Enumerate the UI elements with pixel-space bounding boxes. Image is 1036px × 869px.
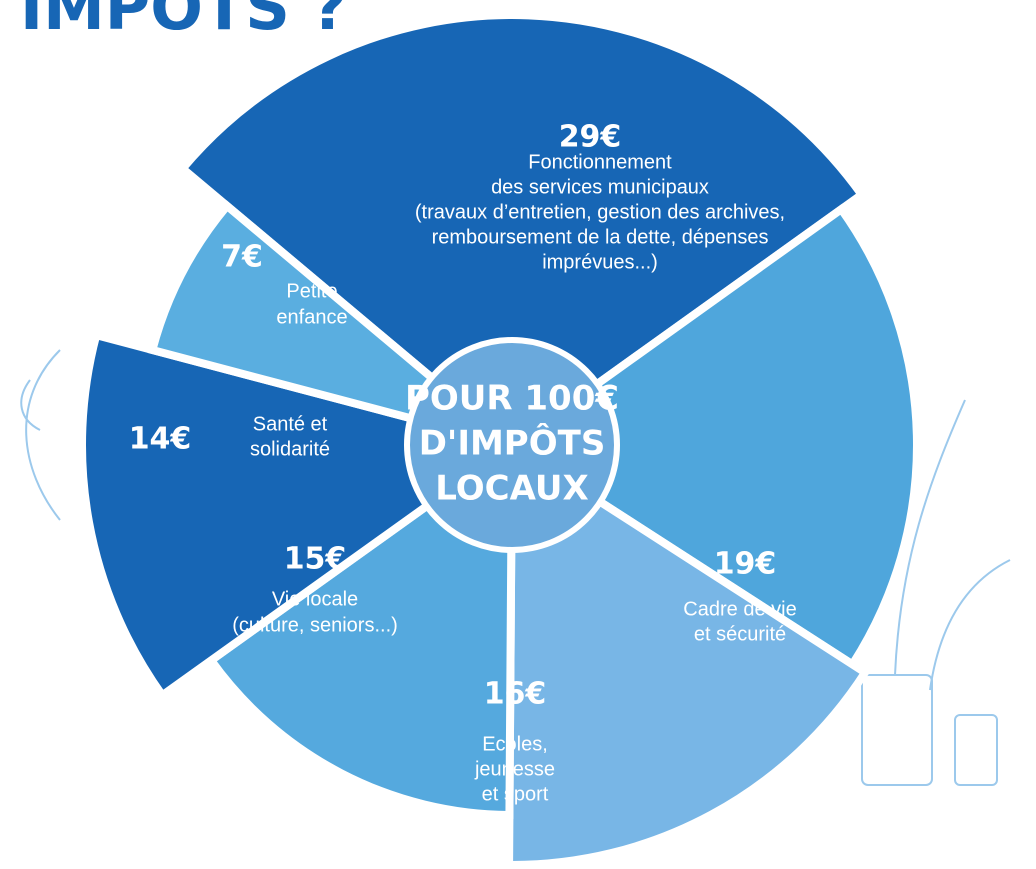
slice-label: enfance (276, 306, 347, 328)
value-label: 15€ (284, 542, 347, 577)
center-label: LOCAUX (435, 469, 588, 509)
value-label: 7€ (221, 240, 263, 275)
slice-label: imprévues...) (542, 251, 658, 273)
slice-label: et sport (482, 783, 549, 805)
slice-label: (travaux d’entretien, gestion des archiv… (415, 201, 785, 223)
slice-label: et sécurité (694, 623, 786, 645)
value-label: 14€ (129, 422, 192, 457)
slice-label: Fonctionnement (528, 151, 672, 173)
chart-title: IMPÔTS ? (20, 0, 347, 44)
slice-label: Cadre de vie (683, 598, 796, 620)
slice-label: solidarité (250, 438, 330, 460)
slice-label: remboursement de la dette, dépenses (432, 226, 769, 248)
slice-label: jeunesse (474, 758, 555, 780)
slice-label: Vie locale (272, 588, 358, 610)
value-label: 19€ (714, 547, 777, 582)
slice-label: Petite (286, 280, 337, 302)
value-label: 16€ (484, 677, 547, 712)
chart: IMPÔTS ? 29€Fonctionnement des services m… (0, 0, 1036, 869)
center-label: D'IMPÔTS (419, 423, 606, 464)
value-label: 29€ (559, 120, 622, 155)
slice-label: Ecoles, (482, 733, 548, 755)
slice-label: Santé et (253, 413, 328, 435)
center-label: POUR 100€ (405, 379, 619, 419)
slice-label: (culture, seniors...) (232, 614, 398, 636)
slice-label: des services municipaux (491, 176, 709, 198)
